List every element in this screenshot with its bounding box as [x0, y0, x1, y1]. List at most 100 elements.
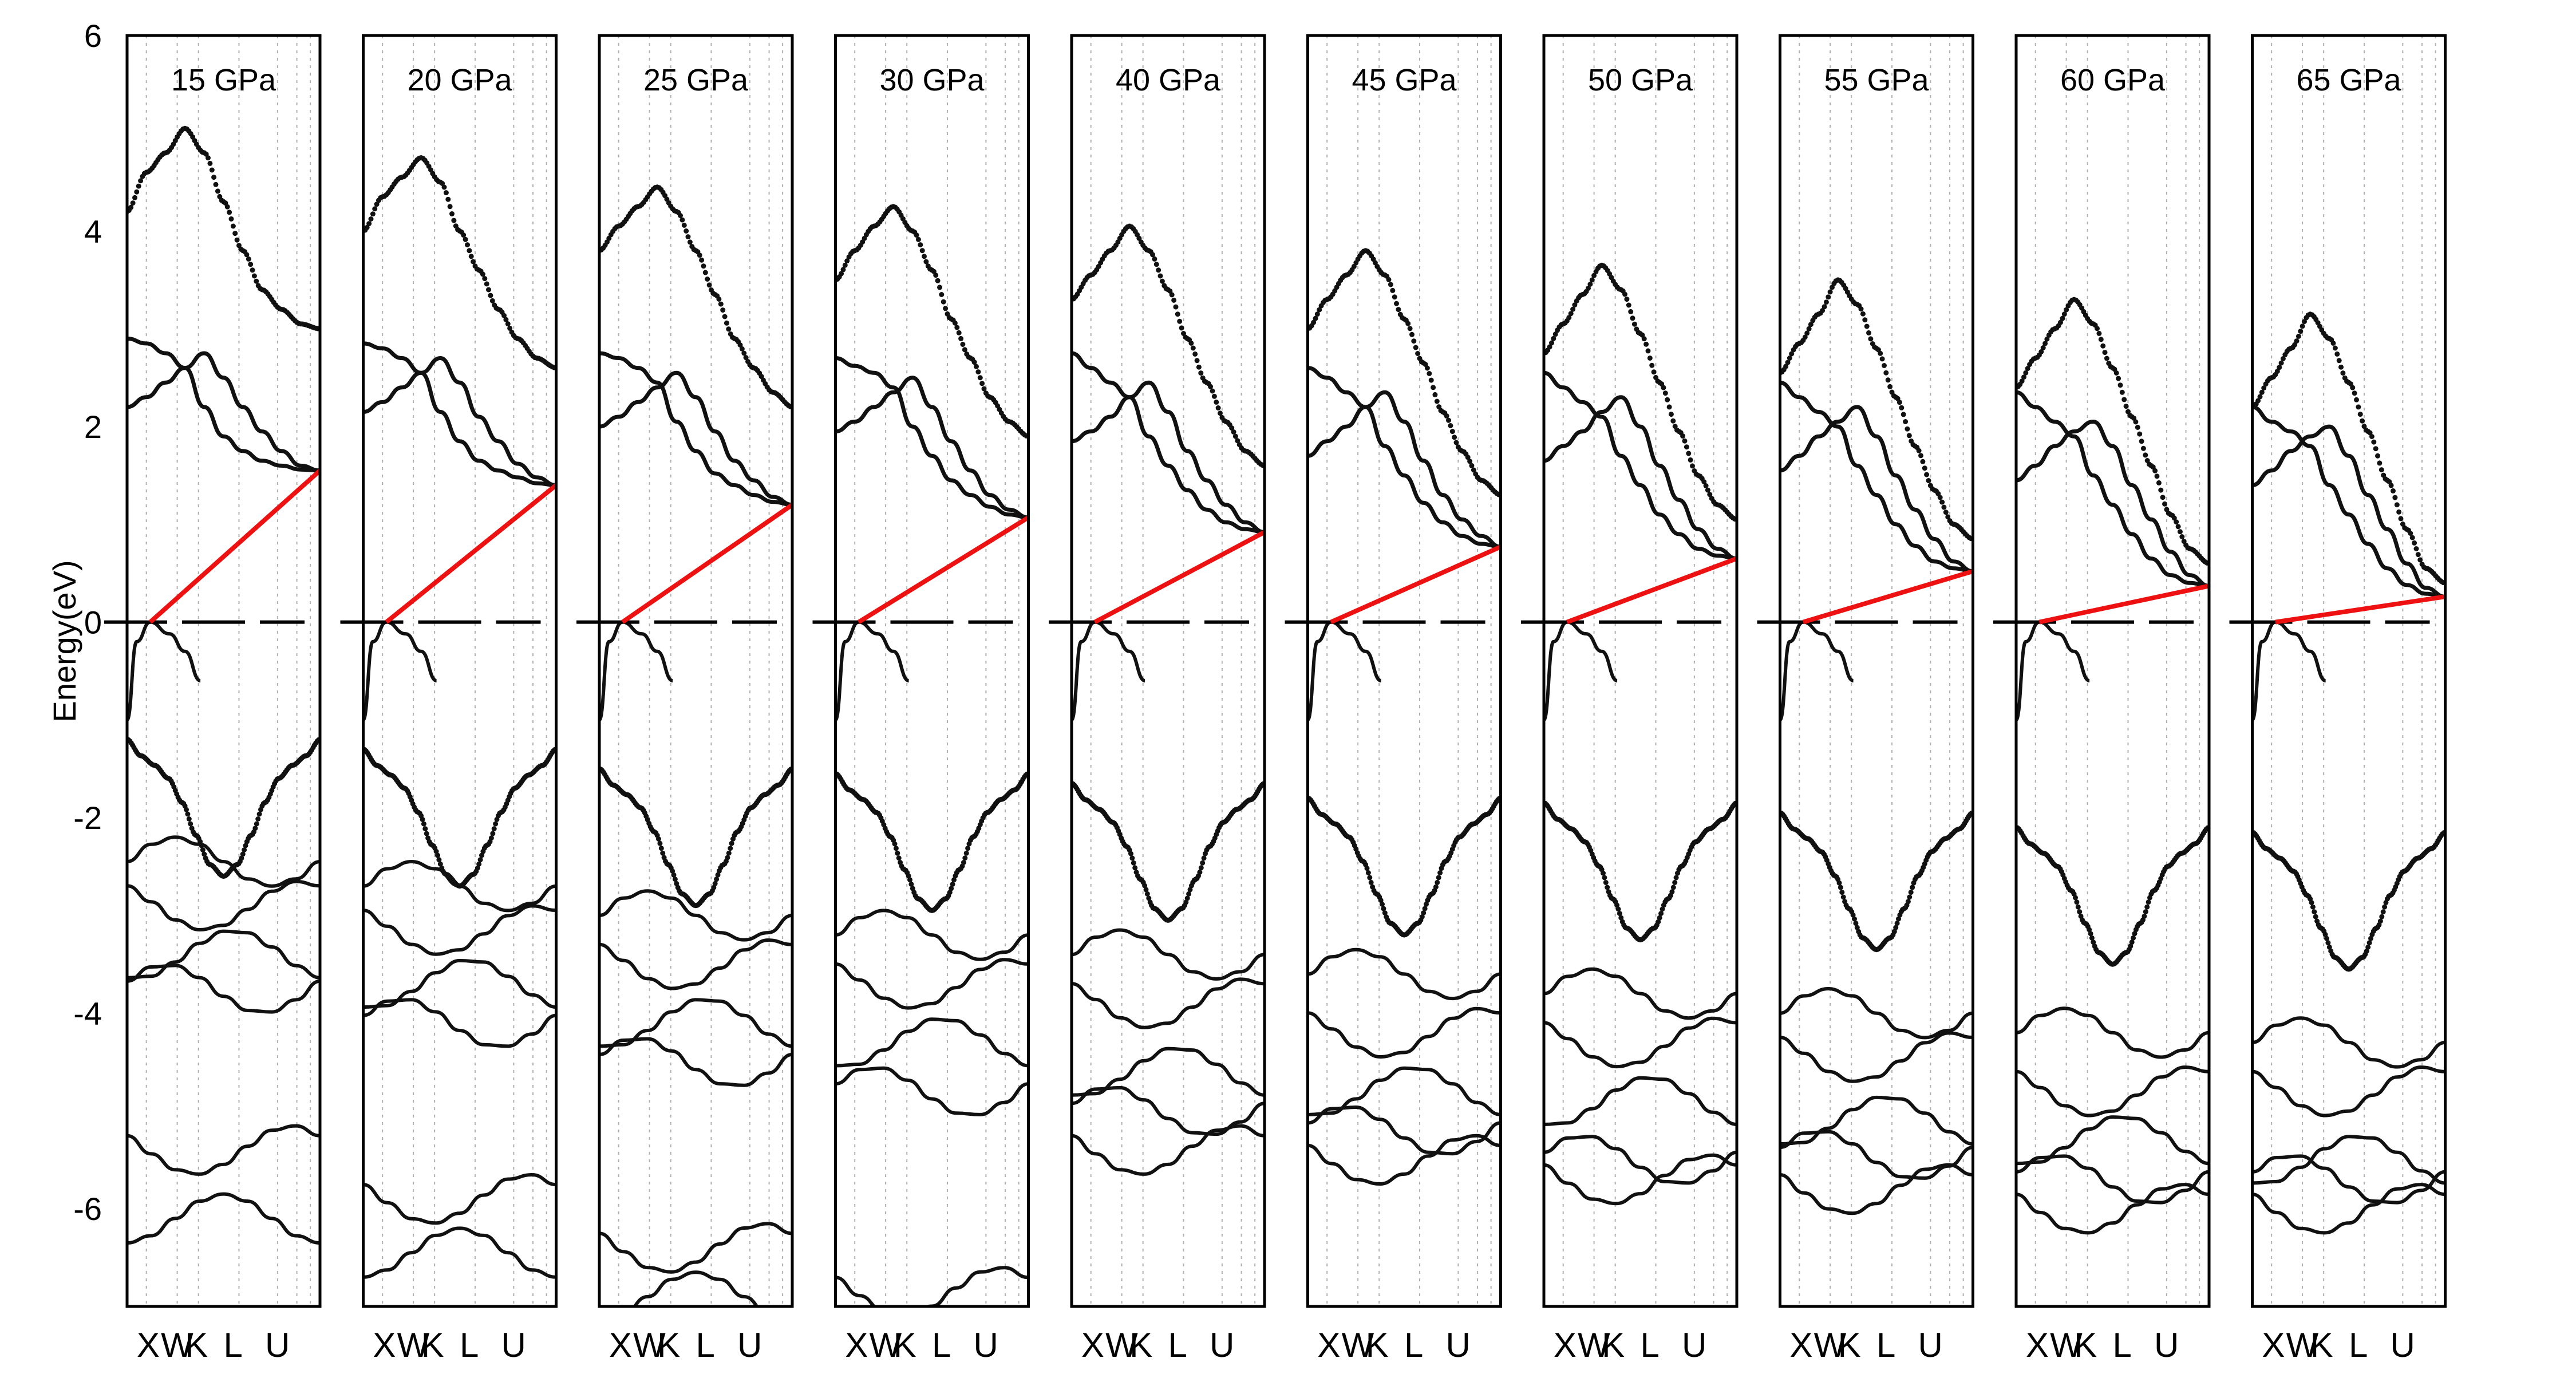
valence-band-dot: [660, 850, 666, 856]
conduction-band-dot: [2334, 351, 2340, 357]
valence-band-dot: [1602, 875, 1607, 881]
conduction-band-dot: [954, 325, 960, 330]
valence-band-dot: [491, 826, 497, 832]
valence-band-dot: [242, 847, 247, 853]
valence-band-dot: [950, 881, 955, 887]
panel-frame: [1070, 34, 1266, 1308]
conduction-band-dot: [1830, 285, 1835, 290]
conduction-band: [835, 356, 1029, 520]
valence-band-dot: [2132, 931, 2138, 937]
valence-band-dot: [2143, 909, 2148, 915]
conduction-band-dot: [722, 314, 728, 319]
conduction-band-dot: [1916, 448, 1922, 453]
valence-band-top: [1780, 620, 1854, 722]
panel-frame: [1779, 34, 1974, 1308]
pressure-label: 65 GPa: [2296, 63, 2401, 97]
valence-band-dot: [1421, 910, 1427, 916]
conduction-band-dot: [1188, 340, 1194, 346]
band-gap-line: [2038, 583, 2210, 625]
valence-band-dot: [674, 881, 679, 886]
valence-band-dot: [1143, 887, 1149, 893]
valence-band-dot: [726, 850, 732, 856]
valence-band-dot: [1618, 915, 1624, 921]
valence-band-dot: [1437, 870, 1443, 875]
valence-band-dot: [185, 811, 191, 817]
conduction-band-dot: [2121, 397, 2127, 402]
valence-band-dot: [1131, 860, 1136, 866]
valence-band-dot: [2073, 895, 2078, 901]
valence-band-dot: [729, 840, 734, 846]
band-gap-line: [1802, 568, 1974, 625]
conduction-band-dot: [1641, 336, 1647, 342]
conduction-band-dot: [465, 242, 470, 248]
deep-valence-band: [835, 958, 1029, 1010]
valence-band-dot: [1365, 870, 1371, 875]
pressure-label: 25 GPa: [643, 63, 749, 97]
k-point-label: X: [137, 1326, 160, 1364]
valence-band-top: [1307, 620, 1382, 722]
valence-band-dot: [906, 873, 911, 879]
valence-band-dot: [1605, 885, 1610, 890]
valence-band-dot: [1614, 902, 1620, 908]
valence-band-dot: [255, 816, 261, 822]
conduction-band-dot: [1808, 322, 1814, 327]
valence-band-dot: [1896, 916, 1901, 922]
conduction-band-dot: [1407, 326, 1413, 331]
conduction-band-dot: [683, 228, 689, 234]
conduction-band-dot: [2040, 345, 2046, 350]
valence-band-dot: [252, 826, 258, 831]
conduction-band-dot: [1666, 404, 1672, 410]
conduction-band-dot: [743, 355, 749, 361]
conduction-band-dot: [1866, 330, 1871, 335]
conduction-band-dot: [1431, 385, 1436, 390]
conduction-band-dot: [1449, 429, 1455, 435]
conduction-band-dot: [1707, 492, 1713, 498]
conduction-band-dot: [1879, 356, 1885, 362]
conduction-band-dot: [1918, 453, 1923, 459]
conduction-band-dot: [971, 360, 977, 365]
conduction-band-dot: [2137, 431, 2143, 437]
pressure-label: 60 GPa: [2060, 63, 2166, 97]
conduction-band-dot: [447, 204, 453, 210]
valence-band-dot: [1381, 906, 1386, 911]
conduction-band-dot: [2259, 389, 2265, 395]
conduction-band-dot: [2396, 509, 2402, 515]
conduction-band-dot: [958, 335, 964, 341]
deep-valence-band: [835, 1017, 1029, 1068]
conduction-band-dot: [1386, 277, 1392, 282]
conduction-band-dot: [211, 175, 217, 180]
valence-band-dot: [1840, 894, 1846, 900]
conduction-band-dot: [1820, 308, 1826, 313]
conduction-band-dot: [1926, 478, 1931, 483]
conduction-band-dot: [1471, 467, 1476, 473]
conduction-band-dot: [1680, 433, 1686, 439]
deep-valence-band: [1544, 1076, 1737, 1126]
conduction-band-dot: [1390, 287, 1396, 293]
deep-valence-band: [127, 835, 320, 888]
valence-band-dot: [1380, 902, 1385, 907]
conduction-band-dot: [2181, 539, 2187, 544]
conduction-band-dot: [372, 206, 378, 212]
conduction-band-dot: [737, 342, 743, 348]
conduction-band-dot: [2340, 370, 2346, 376]
conduction-band-dot: [1643, 341, 1649, 347]
conduction-band-dot: [505, 321, 511, 327]
conduction-band-dot: [250, 267, 255, 273]
valence-band-dot: [424, 831, 429, 836]
conduction-band-dot: [134, 189, 140, 195]
valence-band-dot: [1910, 885, 1915, 890]
conduction-band-dot: [1897, 400, 1902, 405]
conduction-band-dot: [2360, 418, 2365, 424]
valence-band-top: [599, 620, 674, 722]
valence-band-dot: [2087, 927, 2092, 933]
valence-band-dot: [2077, 909, 2083, 915]
valence-band-dot: [1839, 890, 1845, 895]
deep-valence-band: [1307, 947, 1501, 1001]
conduction-band-dot: [1179, 325, 1184, 331]
conduction-band-dot: [956, 330, 962, 335]
conduction-band-dot: [1622, 291, 1627, 297]
deep-valence-band: [1307, 1134, 1501, 1186]
k-point-label: W: [2050, 1326, 2083, 1364]
conduction-band-dot: [1317, 307, 1322, 313]
valence-band-dot: [947, 890, 953, 895]
